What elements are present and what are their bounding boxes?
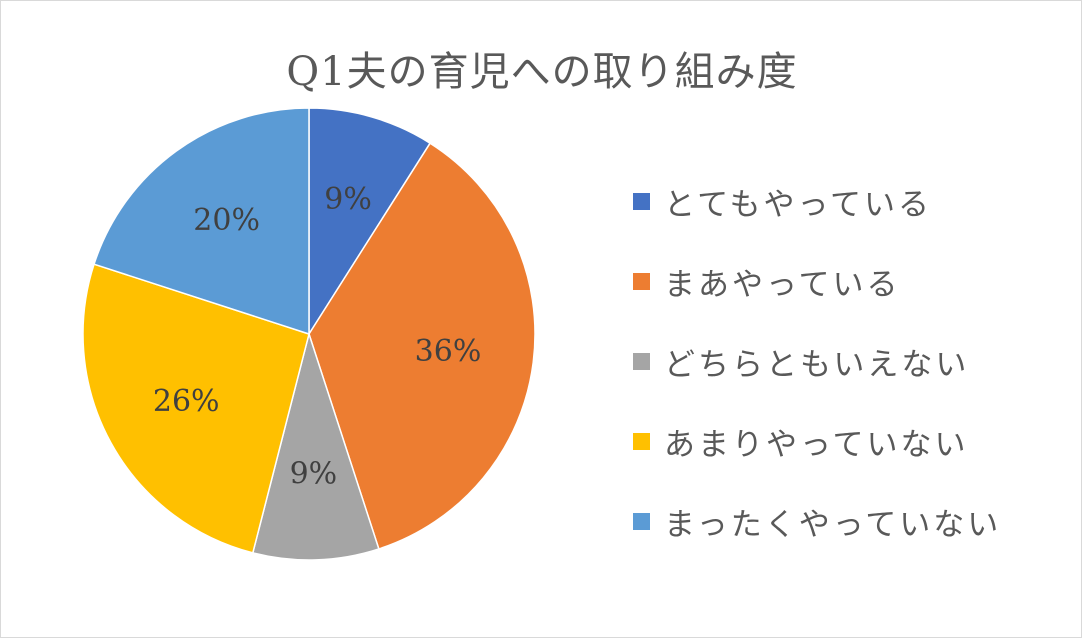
legend-label-4: あまりやっていない: [664, 426, 969, 463]
pie-slice-1: [308, 107, 432, 337]
pie-slice-5: [93, 107, 310, 336]
legend-item-1: とてもやっている: [633, 161, 1001, 241]
legend: とてもやっている まあやっているどちらともいえない あまりやっていない まったくやって…: [633, 161, 1001, 561]
legend-label-3: どちらともいえない: [664, 346, 970, 383]
pie-slice-3: [251, 331, 380, 561]
legend-swatch-3: [633, 352, 650, 370]
legend-swatch-1: [633, 192, 650, 210]
legend-label-5: まったくやっていない: [664, 506, 1002, 543]
slice-data-label-3: 9%: [290, 457, 338, 492]
legend-swatch-5: [633, 512, 650, 530]
pie-slice-4: [82, 263, 310, 554]
slice-data-label-4: 26%: [153, 384, 220, 419]
legend-swatch-4: [633, 432, 650, 450]
slice-data-label-5: 20%: [193, 203, 260, 238]
legend-label-1: とてもやっている: [664, 186, 932, 223]
pie-slice-2: [308, 142, 536, 550]
legend-swatch-2: [633, 272, 650, 290]
chart-title: Q1夫の育児への取り組み度: [286, 49, 798, 95]
legend-item-4: あまりやっていない: [633, 401, 1001, 481]
slice-data-label-1: 9%: [324, 182, 372, 217]
legend-item-5: まったくやっていない: [633, 481, 1001, 561]
legend-item-3: どちらともいえない: [633, 321, 1001, 401]
legend-label-2: まあやっている: [664, 266, 901, 303]
slice-data-label-2: 36%: [415, 334, 482, 369]
legend-item-2: まあやっている: [633, 241, 1001, 321]
